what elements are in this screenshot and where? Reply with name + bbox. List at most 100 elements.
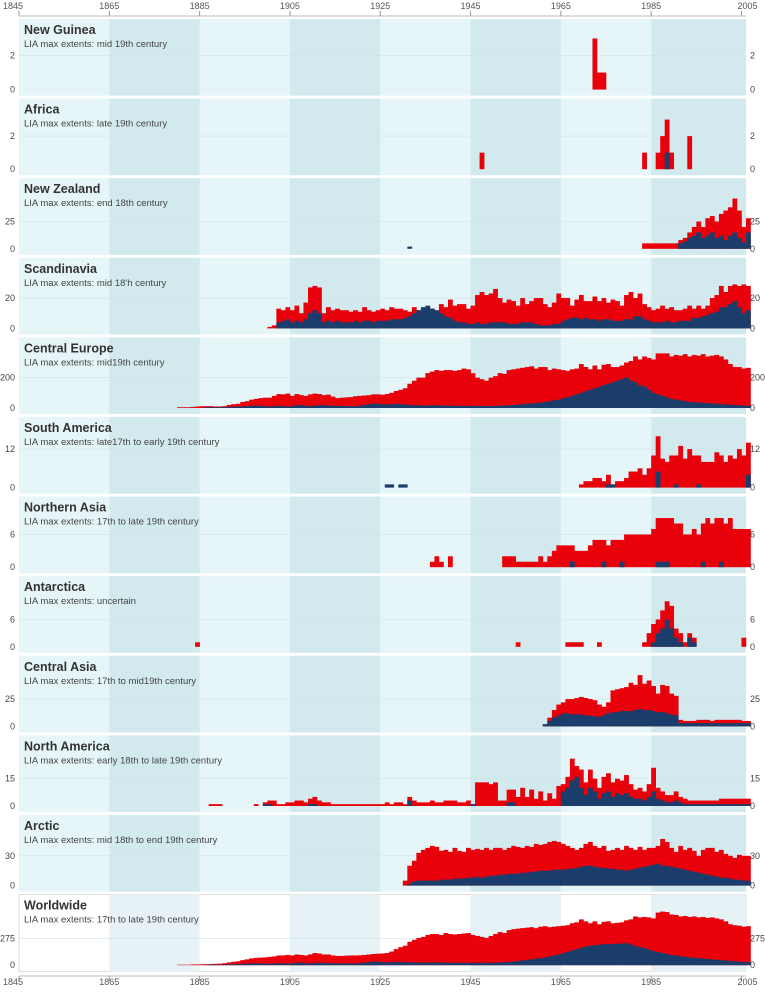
bar-red [732,798,738,806]
bar-red [619,481,625,488]
bar-red [298,954,304,966]
bar-red [664,308,670,329]
bar-blue [718,723,724,727]
panel-title: Arctic [24,819,59,833]
bar-blue [551,717,557,727]
bar-red [637,917,643,966]
bar-blue [475,322,480,329]
bar-blue [511,323,517,329]
bar-red [533,798,539,806]
bar-red [289,310,295,329]
bar-red [484,380,489,408]
bar-blue [727,404,733,408]
bar-red [705,218,711,249]
bar-red [578,364,584,408]
bar-blue [615,943,620,966]
bar-red [195,406,200,408]
bar-blue [285,319,291,329]
panel-shaded-band [109,496,200,574]
panel-shaded-band [470,417,561,494]
bar-red [741,637,747,647]
bar-blue [606,868,611,886]
bar-blue [714,959,720,966]
bar-red [664,912,670,966]
bar-blue [520,404,526,408]
bar-blue [339,405,345,408]
bar-red [736,798,742,806]
panel-shaded-band [289,655,381,733]
bar-blue [479,877,485,886]
bar-blue [673,484,679,488]
bar-blue [317,404,322,408]
bar-red [691,354,697,408]
bar-red [344,804,349,806]
bar-red [642,916,647,966]
bar-red [398,308,404,329]
bar-blue [303,319,309,329]
bar-red [249,399,255,408]
bar-blue [633,382,638,408]
bar-red [457,850,462,886]
bar-red [429,561,435,568]
bar-red [520,367,526,408]
bar-red [425,802,431,806]
bar-red [682,458,688,488]
bar-blue [727,878,733,886]
bar-red [429,371,435,408]
top-x-tick-label: 1845 [3,1,23,11]
bar-red [628,292,634,329]
bar-red [673,695,679,727]
bar-red [357,311,363,329]
panel-shaded-band [109,576,200,653]
bar-blue [723,240,729,249]
bar-red [592,700,598,727]
bar-red [642,642,647,647]
bar-blue [267,804,273,806]
bar-red [235,961,241,966]
bar-blue [655,471,661,488]
bar-red [678,916,684,966]
bar-blue [344,322,349,329]
top-x-tick-label: 1865 [99,1,119,11]
bar-red [637,534,643,568]
bar-blue [669,866,675,886]
bar-red [511,929,517,966]
bar-blue [574,714,580,727]
bar-red [551,302,557,329]
bar-blue [461,878,467,886]
bar-red [244,401,250,408]
bar-blue [565,397,571,408]
bar-red [637,787,643,806]
bar-blue [660,561,666,568]
bar-red [601,72,607,90]
bar-red [443,800,449,806]
bar-red [447,934,453,966]
bar-blue [669,954,675,966]
bar-blue [678,723,684,727]
bar-blue [619,711,625,727]
bar-blue [746,310,751,329]
bar-red [258,398,264,408]
bar-red [687,449,693,488]
bar-red [511,369,517,408]
bar-blue [682,401,688,408]
bar-red [746,855,751,886]
bar-blue [384,320,390,329]
bar-blue [488,322,494,329]
bar-red [664,243,670,249]
bar-blue [655,798,661,806]
panel-subtitle: LIA max extents: mid19th century [24,357,165,368]
bar-blue [687,804,693,806]
bar-red [700,916,706,966]
bar-blue [746,405,751,408]
bar-blue [696,402,702,408]
bar-blue [619,869,625,886]
panel-subtitle: LIA max extents: uncertain [24,596,136,607]
bar-blue [294,962,300,966]
bar-blue [384,404,390,408]
bar-blue [330,322,336,329]
bar-blue [565,319,571,329]
y-tick-label-right: 0 [750,801,755,811]
bar-red [298,800,304,806]
bar-blue [434,405,440,408]
